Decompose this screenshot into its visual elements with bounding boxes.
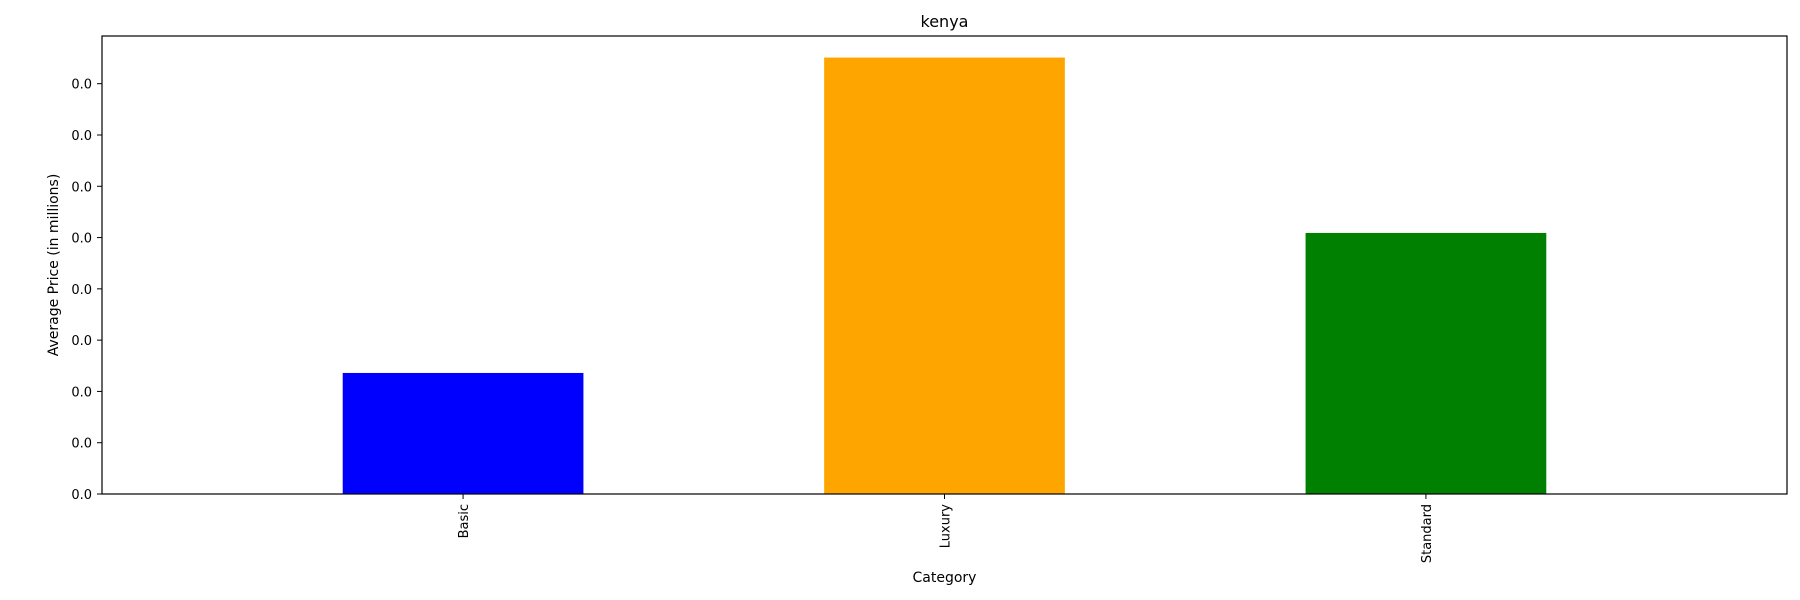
x-tick-label: Basic: [457, 504, 472, 538]
x-tick-label: Luxury: [939, 504, 954, 549]
x-tick-label: Standard: [1420, 504, 1435, 563]
y-tick-label: 0.0: [71, 78, 92, 93]
y-axis-title: Average Price (in millions): [46, 174, 62, 357]
y-tick-label: 0.0: [71, 385, 92, 400]
y-axis-ticks: 0.0 0.0 0.0 0.0 0.0 0.0 0.0 0.0 0.0: [71, 78, 102, 503]
x-axis-title: Category: [913, 570, 977, 586]
chart-title: kenya: [921, 12, 969, 31]
y-tick-label: 0.0: [71, 129, 92, 144]
y-tick-label: 0.0: [71, 437, 92, 452]
bars-group: [342, 57, 1547, 495]
bar-standard: [1305, 232, 1547, 494]
x-axis-ticks: Basic Luxury Standard: [457, 494, 1435, 563]
y-tick-label: 0.0: [71, 283, 92, 298]
y-tick-label: 0.0: [71, 488, 92, 503]
y-tick-label: 0.0: [71, 334, 92, 349]
plot-frame: [101, 35, 1788, 495]
bar-basic: [342, 372, 584, 494]
y-tick-label: 0.0: [71, 232, 92, 247]
y-tick-label: 0.0: [71, 180, 92, 195]
bar-luxury: [824, 57, 1065, 495]
